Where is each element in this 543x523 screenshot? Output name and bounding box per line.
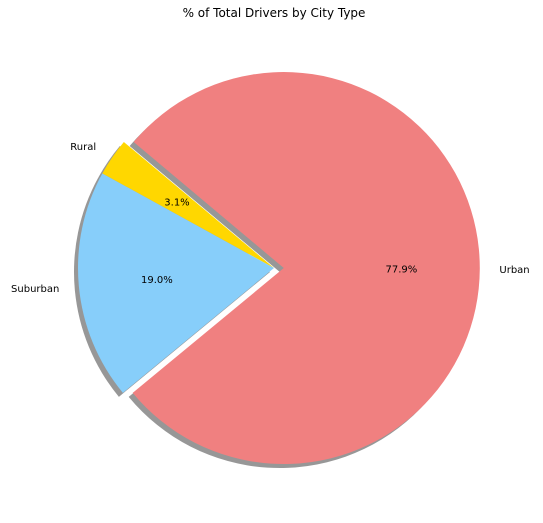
slice-labels: Rural 3.1% Suburban 19.0% Urban 77.9% (11, 142, 530, 295)
slice-suburban (78, 173, 275, 393)
slice-rural (102, 142, 275, 268)
slices (78, 72, 480, 465)
category-label-suburban: Suburban (11, 284, 59, 295)
category-label-rural: Rural (70, 142, 96, 153)
slice-urban (132, 72, 480, 465)
percent-label-rural: 3.1% (164, 198, 189, 209)
chart-title: % of Total Drivers by City Type (183, 6, 366, 20)
percent-label-urban: 77.9% (386, 264, 418, 275)
percent-label-suburban: 19.0% (141, 275, 173, 286)
category-label-urban: Urban (499, 265, 529, 276)
